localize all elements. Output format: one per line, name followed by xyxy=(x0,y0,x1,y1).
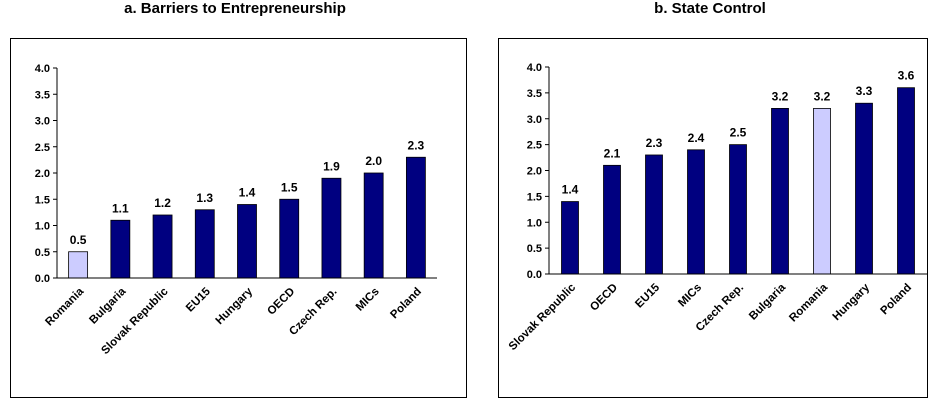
chart-a-category-label: OECD xyxy=(265,286,297,318)
chart-b-plot: 0.0 0.5 1.0 1.5 2.0 2.5 3.0 3.5 4.0 1.4 Slovak Rep… xyxy=(507,62,927,353)
chart-a-bar xyxy=(321,177,342,279)
chart-a-data-label: 1.5 xyxy=(281,180,298,194)
chart-a-category-label: Romania xyxy=(43,285,86,328)
chart-a-category-label: MICs xyxy=(354,286,382,314)
chart-a-category-label: Hungary xyxy=(214,285,256,327)
chart-b-data-label: 3.2 xyxy=(814,89,831,103)
chart-b-ytick-label: 1.0 xyxy=(527,217,542,229)
chart-a-bar xyxy=(363,172,384,279)
chart-a-data-label: 1.4 xyxy=(239,186,256,200)
chart-b-category-label: OECD xyxy=(588,282,620,314)
chart-b-data-label: 3.6 xyxy=(898,69,915,83)
chart-a-bar xyxy=(152,214,173,279)
chart-b-category-label: Hungary xyxy=(831,281,873,323)
chart-a-frame: 0.0 0.5 1.0 1.5 2.0 2.5 3.0 3.5 4.0 0.5 Romania 1.1… xyxy=(10,38,467,398)
chart-a-ytick-label: 2.5 xyxy=(35,142,50,154)
chart-a-bar xyxy=(237,204,257,279)
chart-a-title: a. Barriers to Entrepreneurship xyxy=(124,0,346,17)
chart-b-title: b. State Control xyxy=(654,0,766,17)
chart-a-ytick-label: 3.5 xyxy=(35,89,50,101)
chart-b-category-label: Romania xyxy=(787,281,830,324)
chart-b-data-label: 2.4 xyxy=(688,131,705,145)
chart-a-bar xyxy=(194,209,215,279)
chart-b-ytick-label: 1.5 xyxy=(527,191,542,203)
chart-b-frame: 0.0 0.5 1.0 1.5 2.0 2.5 3.0 3.5 4.0 1.4 Slovak Rep… xyxy=(498,38,928,398)
chart-b-ytick-label: 2.0 xyxy=(527,166,542,178)
chart-b-ytick-label: 0.0 xyxy=(527,269,542,281)
chart-b-bar xyxy=(897,87,915,275)
chart-a-ytick-label: 4.0 xyxy=(35,63,50,75)
chart-b-data-label: 2.5 xyxy=(730,126,747,140)
chart-b-bar xyxy=(813,108,831,275)
chart-b-data-label: 3.3 xyxy=(856,84,873,98)
chart-a-ytick-label: 0.5 xyxy=(35,247,50,259)
chart-a-data-label: 1.2 xyxy=(154,196,171,210)
chart-b-data-label: 1.4 xyxy=(562,183,579,197)
chart-b-data-label: 2.3 xyxy=(646,136,663,150)
chart-a-ytick-label: 1.0 xyxy=(35,221,50,233)
chart-b-bar xyxy=(687,149,705,275)
chart-a-bar xyxy=(68,251,89,279)
chart-b-category-label: EU15 xyxy=(633,281,662,310)
chart-a-data-label: 0.5 xyxy=(70,233,87,247)
chart-a-category-label: Poland xyxy=(388,286,424,322)
chart-b-category-label: Bulgaria xyxy=(747,281,788,322)
chart-b-bar xyxy=(855,102,873,275)
chart-a-ytick-label: 3.0 xyxy=(35,116,50,128)
chart-a-data-label: 1.1 xyxy=(112,201,129,215)
chart-b-ytick-label: 3.5 xyxy=(527,88,542,100)
chart-b-category-label: MICs xyxy=(676,282,704,310)
chart-a-data-label: 2.3 xyxy=(408,138,425,152)
chart-a-data-label: 1.3 xyxy=(196,191,213,205)
chart-a-bar xyxy=(110,219,131,279)
chart-b-category-label: Poland xyxy=(879,282,915,318)
chart-b-ytick-label: 0.5 xyxy=(527,243,542,255)
chart-b-ytick-label: 3.0 xyxy=(527,114,542,126)
chart-a-category-label: Bulgaria xyxy=(87,285,128,326)
chart-b-ytick-label: 2.5 xyxy=(527,140,542,152)
chart-b-bar xyxy=(729,144,747,275)
chart-b-ytick-label: 4.0 xyxy=(527,62,542,74)
chart-a-data-label: 1.9 xyxy=(323,159,340,173)
chart-b-bar xyxy=(561,201,579,275)
chart-b-data-label: 2.1 xyxy=(604,146,621,160)
chart-b-category-label: Slovak Republic xyxy=(507,281,579,353)
chart-a-ytick-label: 1.5 xyxy=(35,194,50,206)
chart-b-data-label: 3.2 xyxy=(772,89,789,103)
chart-a-ytick-label: 0.0 xyxy=(35,273,50,285)
chart-a-plot: 0.0 0.5 1.0 1.5 2.0 2.5 3.0 3.5 4.0 0.5 Romania 1.1… xyxy=(35,63,437,357)
chart-a-data-label: 2.0 xyxy=(365,154,382,168)
chart-b-bar xyxy=(645,154,663,275)
chart-a-bar xyxy=(405,156,426,279)
chart-a-category-label: EU15 xyxy=(184,285,213,314)
chart-a-ytick-label: 2.0 xyxy=(35,168,50,180)
chart-b-bar xyxy=(771,108,789,275)
chart-a-bar xyxy=(279,198,300,279)
chart-b-bar xyxy=(603,164,621,275)
